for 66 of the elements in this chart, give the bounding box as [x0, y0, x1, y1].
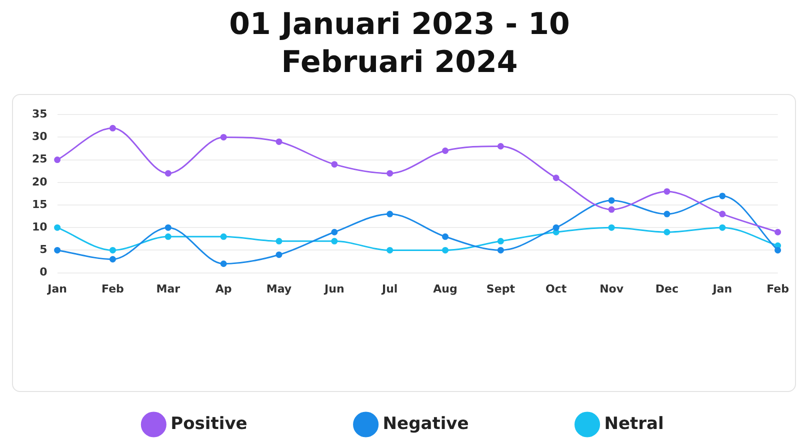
y-tick-label: 35 [32, 107, 48, 120]
point [386, 170, 394, 177]
point [54, 156, 61, 164]
point [719, 210, 726, 218]
point [220, 134, 227, 140]
x-tick-label: Nov [600, 282, 624, 296]
point [331, 228, 338, 236]
point [164, 233, 172, 240]
point [442, 246, 449, 254]
point [54, 224, 61, 231]
point [276, 251, 282, 258]
y-tick-label: 20 [32, 175, 48, 188]
point [109, 246, 116, 254]
legend-label: Netral [604, 414, 664, 434]
legend-label: Negative [382, 414, 469, 434]
x-tick-label: Aug [433, 282, 458, 296]
point [552, 174, 560, 182]
y-tick-label: 15 [32, 198, 48, 211]
point [497, 238, 504, 244]
y-tick-label: 30 [32, 130, 48, 144]
point [109, 256, 116, 262]
point [664, 210, 670, 218]
point [54, 246, 61, 254]
point [220, 233, 227, 240]
point [442, 148, 449, 154]
x-tick-label: Jan [46, 282, 67, 296]
y-tick-label: 10 [32, 220, 48, 234]
x-tick-label: Mar [156, 282, 181, 296]
x-tick-label: Sept [486, 282, 515, 296]
x-tick-label: Feb [766, 282, 790, 296]
x-tick-label: Jan [712, 282, 732, 296]
y-tick-label: 5 [40, 243, 48, 256]
point [719, 224, 726, 231]
point [220, 260, 227, 268]
point [664, 188, 670, 195]
point [331, 238, 338, 244]
point [664, 228, 670, 236]
point [386, 246, 394, 254]
x-tick-label: Jul [380, 282, 398, 296]
point [442, 233, 449, 240]
point [774, 246, 782, 254]
point [276, 138, 282, 145]
point [497, 246, 504, 254]
point [608, 197, 615, 204]
x-tick-label: Ap [215, 282, 232, 296]
legend-label: Positive [170, 414, 248, 434]
point [331, 161, 338, 168]
point [719, 192, 726, 200]
x-tick-label: Jun [324, 282, 344, 296]
point [497, 142, 504, 150]
point [276, 238, 282, 244]
point [608, 224, 615, 231]
point [552, 224, 560, 231]
y-tick-label: 25 [32, 152, 48, 166]
point [608, 206, 615, 213]
point [109, 124, 116, 132]
x-tick-label: Feb [102, 282, 124, 296]
x-tick-label: Dec [655, 282, 679, 296]
x-tick-label: May [266, 282, 292, 296]
chart-title: 01 Januari 2023 - 10 Februari 2024 [228, 6, 571, 82]
point [164, 170, 172, 177]
point [164, 224, 172, 231]
point [774, 228, 782, 236]
x-tick-label: Oct [546, 282, 567, 296]
y-tick-label: 0 [40, 266, 48, 279]
point [386, 210, 394, 218]
